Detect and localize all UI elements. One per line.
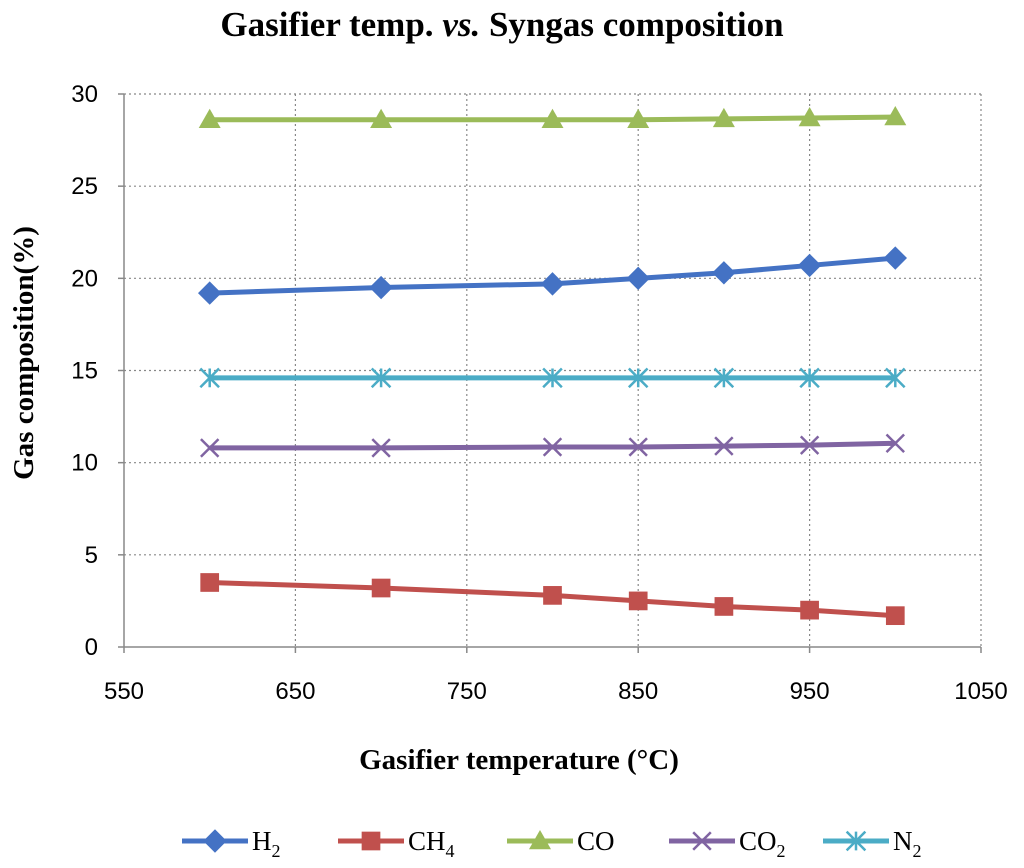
ch4-point xyxy=(885,606,905,626)
legend-marker xyxy=(361,831,381,851)
legend-item-h2: H2 xyxy=(182,826,281,861)
co-point xyxy=(712,107,735,128)
y-tick-label: 10 xyxy=(71,450,98,477)
h2-point xyxy=(712,261,736,285)
h2-point xyxy=(540,272,565,296)
n2-point xyxy=(799,367,820,389)
series-ch4 xyxy=(200,573,905,626)
y-tick-label: 30 xyxy=(71,81,98,108)
data-series xyxy=(197,106,908,626)
legend-marker xyxy=(529,830,551,850)
x-tick-label: 550 xyxy=(104,678,144,705)
co-point xyxy=(798,106,821,127)
x-axis-label: Gasifier temperature (°C) xyxy=(359,744,679,776)
legend-label: N2 xyxy=(893,826,922,861)
y-tick-label: 5 xyxy=(85,542,98,569)
co2-point xyxy=(885,433,905,453)
ch4-point xyxy=(543,586,562,605)
n2-point xyxy=(627,367,649,389)
x-tick-label: 850 xyxy=(618,678,658,705)
ch4-point xyxy=(714,597,734,616)
co2-point xyxy=(200,438,220,458)
ch4-point xyxy=(371,578,391,598)
co-point xyxy=(884,106,907,126)
x-tick-label: 1050 xyxy=(954,678,1007,705)
x-tick-labels: 550 650 750 850 950 1050 xyxy=(104,678,1008,705)
series-n2 xyxy=(199,367,906,389)
legend-marker xyxy=(692,831,712,851)
n2-point xyxy=(370,367,392,389)
x-tick-label: 750 xyxy=(447,678,487,705)
co-point xyxy=(370,108,393,129)
x-tick-label: 650 xyxy=(275,678,315,705)
h2-point xyxy=(626,266,650,291)
series-h2 xyxy=(197,246,908,305)
n2-point xyxy=(885,367,906,389)
ch4-point xyxy=(628,591,648,611)
h2-point xyxy=(369,275,393,300)
n2-point xyxy=(542,367,563,389)
ch4-point xyxy=(200,573,220,592)
co2-point xyxy=(714,436,734,456)
co2-point xyxy=(799,435,820,455)
y-axis-label: Gas composition(%) xyxy=(8,226,40,480)
n2-point xyxy=(713,367,735,389)
ch4-point xyxy=(800,600,819,620)
legend-marker xyxy=(845,830,867,852)
legend-item-n2: N2 xyxy=(823,826,922,861)
y-tick-label: 0 xyxy=(85,634,98,661)
legend-item-co: CO xyxy=(507,826,615,856)
h2-point xyxy=(883,246,908,270)
h2-point xyxy=(197,281,222,305)
legend-marker xyxy=(203,829,227,853)
co2-point xyxy=(542,437,563,457)
legend-label: H2 xyxy=(252,826,281,861)
y-tick-labels: 0 5 10 15 20 25 30 xyxy=(71,81,98,661)
legend-label: CH4 xyxy=(408,826,455,861)
y-tick-label: 15 xyxy=(71,358,98,385)
legend-item-co2: CO2 xyxy=(669,826,786,861)
legend-label: CO2 xyxy=(739,826,786,861)
series-co xyxy=(198,106,907,129)
co2-point xyxy=(371,438,391,458)
chart-title: Gasifier temp. vs. Syngas composition xyxy=(220,5,783,44)
y-tick-label: 25 xyxy=(71,173,98,200)
x-tick-label: 950 xyxy=(790,678,830,705)
series-co2 xyxy=(200,433,905,458)
legend: H2 CH4 CO CO2 N2 xyxy=(182,826,922,861)
y-tick-label: 20 xyxy=(71,265,98,292)
n2-point xyxy=(199,367,220,389)
legend-label: CO xyxy=(577,826,615,856)
co2-point xyxy=(628,437,648,457)
co-point xyxy=(541,108,564,129)
h2-point xyxy=(797,253,822,278)
legend-item-ch4: CH4 xyxy=(338,826,455,861)
axes xyxy=(118,93,982,653)
co-point xyxy=(198,108,221,129)
co-point xyxy=(627,108,650,129)
